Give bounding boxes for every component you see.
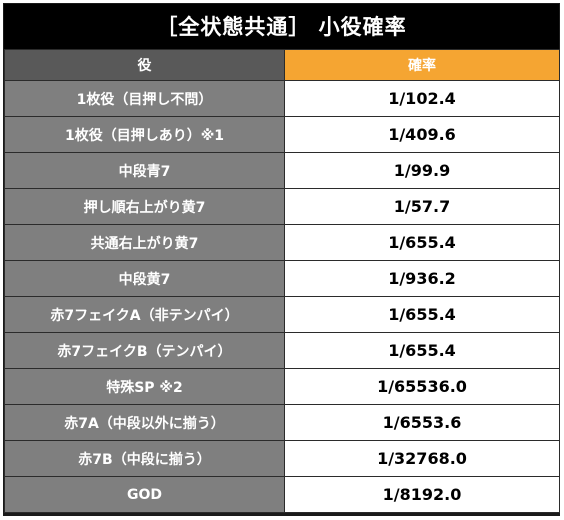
column-header-role: 役 — [4, 49, 285, 81]
table-row: 赤7A（中段以外に揃う） 1/6553.6 — [4, 404, 560, 441]
table-row: 赤7B（中段に揃う） 1/32768.0 — [4, 440, 560, 477]
role-cell: 共通右上がり黄7 — [4, 224, 285, 261]
probability-cell: 1/32768.0 — [284, 440, 560, 477]
role-cell: 中段黄7 — [4, 260, 285, 297]
role-cell: 赤7B（中段に揃う） — [4, 440, 285, 477]
table-row: 1枚役（目押しあり）※1 1/409.6 — [4, 116, 560, 153]
probability-table-panel: ［全状態共通］ 小役確率 役 確率 1枚役（目押し不問） 1/102.4 1枚役… — [3, 3, 560, 516]
role-cell: 赤7フェイクB（テンパイ） — [4, 332, 285, 369]
probability-cell: 1/8192.0 — [284, 476, 560, 513]
table-row: 中段黄7 1/936.2 — [4, 260, 560, 297]
probability-cell: 1/936.2 — [284, 260, 560, 297]
role-cell: 1枚役（目押しあり）※1 — [4, 116, 285, 153]
role-cell: 押し順右上がり黄7 — [4, 188, 285, 225]
table-row: 中段青7 1/99.9 — [4, 152, 560, 189]
probability-cell: 1/6553.6 — [284, 404, 560, 441]
table-row: 共通右上がり黄7 1/655.4 — [4, 224, 560, 261]
table-row: 赤7フェイクB（テンパイ） 1/655.4 — [4, 332, 560, 369]
column-header-probability: 確率 — [284, 49, 560, 81]
probability-cell: 1/99.9 — [284, 152, 560, 189]
probability-cell: 1/102.4 — [284, 80, 560, 117]
table-row: GOD 1/8192.0 — [4, 476, 560, 513]
probability-cell: 1/65536.0 — [284, 368, 560, 405]
role-cell: 赤7A（中段以外に揃う） — [4, 404, 285, 441]
table-header-row: 役 確率 — [4, 49, 560, 81]
probability-cell: 1/655.4 — [284, 296, 560, 333]
role-cell: 1枚役（目押し不問） — [4, 80, 285, 117]
role-cell: 中段青7 — [4, 152, 285, 189]
probability-cell: 1/409.6 — [284, 116, 560, 153]
table-row: 1枚役（目押し不問） 1/102.4 — [4, 80, 560, 117]
probability-cell: 1/655.4 — [284, 224, 560, 261]
table-title: ［全状態共通］ 小役確率 — [4, 4, 559, 49]
role-cell: 赤7フェイクA（非テンパイ） — [4, 296, 285, 333]
probability-cell: 1/655.4 — [284, 332, 560, 369]
probability-table: 役 確率 1枚役（目押し不問） 1/102.4 1枚役（目押しあり）※1 1/4… — [4, 49, 560, 513]
table-row: 特殊SP ※2 1/65536.0 — [4, 368, 560, 405]
table-row: 押し順右上がり黄7 1/57.7 — [4, 188, 560, 225]
role-cell: 特殊SP ※2 — [4, 368, 285, 405]
table-row: 赤7フェイクA（非テンパイ） 1/655.4 — [4, 296, 560, 333]
role-cell: GOD — [4, 476, 285, 513]
probability-cell: 1/57.7 — [284, 188, 560, 225]
